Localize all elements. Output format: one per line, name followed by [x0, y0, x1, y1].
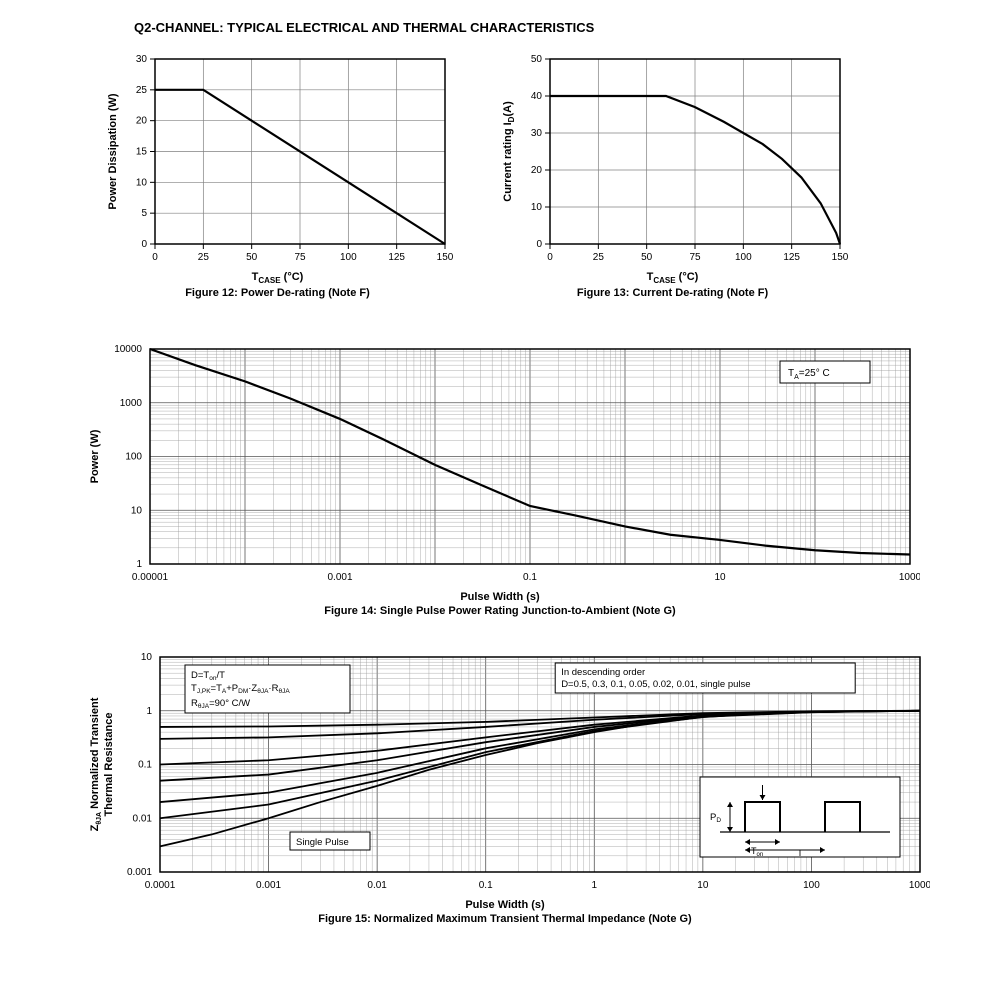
page-title: Q2-CHANNEL: TYPICAL ELECTRICAL AND THERM…	[134, 20, 951, 35]
svg-text:50: 50	[531, 54, 543, 65]
svg-text:0.1: 0.1	[523, 572, 537, 583]
svg-text:Current rating ID(A): Current rating ID(A)	[502, 101, 516, 202]
fig15-xlabel: Pulse Width (s)	[465, 899, 544, 911]
svg-text:25: 25	[198, 252, 210, 263]
svg-text:1: 1	[146, 706, 152, 717]
svg-text:D=Ton/T: D=Ton/T	[191, 670, 225, 682]
fig12-caption: Figure 12: Power De-rating (Note F)	[185, 287, 370, 299]
svg-text:10: 10	[714, 572, 726, 583]
svg-text:10: 10	[697, 880, 709, 891]
svg-text:ZθJA Normalized Transient: ZθJA Normalized Transient	[89, 697, 103, 831]
svg-text:0.01: 0.01	[133, 813, 153, 824]
svg-text:1: 1	[136, 559, 142, 570]
fig14-chart: 0.00001 0.001 0.1 10 1000 1 10 100 1000 10000 Powe…	[80, 339, 920, 589]
svg-text:50: 50	[246, 252, 258, 263]
svg-text:1: 1	[592, 880, 598, 891]
svg-text:10: 10	[131, 505, 143, 516]
svg-text:Power Dissipation (W): Power Dissipation (W)	[107, 93, 119, 209]
fig15-chart: 0.0001 0.001 0.01 0.1 1 10 100 1000 0.001 0.01 0.1…	[80, 647, 930, 897]
svg-text:10000: 10000	[114, 344, 142, 355]
svg-text:5: 5	[141, 208, 147, 219]
fig13-chart: 0 25 50 75 100 125 150 0 10 20 30 40 50 Current ratin…	[495, 49, 850, 269]
svg-text:Single Pulse: Single Pulse	[296, 837, 349, 848]
svg-text:0.001: 0.001	[127, 867, 152, 878]
fig13-wrap: 0 25 50 75 100 125 150 0 10 20 30 40 50 Current ratin…	[495, 49, 850, 299]
svg-text:125: 125	[388, 252, 405, 263]
svg-text:0.01: 0.01	[367, 880, 387, 891]
svg-text:In descending order: In descending order	[561, 667, 645, 678]
svg-text:0: 0	[547, 252, 553, 263]
row-2: 0.00001 0.001 0.1 10 1000 1 10 100 1000 10000 Powe…	[40, 339, 951, 617]
svg-text:100: 100	[803, 880, 820, 891]
svg-text:25: 25	[136, 85, 148, 96]
svg-text:100: 100	[125, 452, 142, 463]
svg-text:40: 40	[531, 91, 543, 102]
svg-text:125: 125	[783, 252, 800, 263]
row-3: 0.0001 0.001 0.01 0.1 1 10 100 1000 0.001 0.01 0.1…	[40, 647, 951, 925]
svg-text:1000: 1000	[899, 572, 920, 583]
svg-text:T: T	[797, 848, 803, 858]
svg-text:100: 100	[735, 252, 752, 263]
svg-text:25: 25	[593, 252, 605, 263]
svg-text:20: 20	[136, 116, 148, 127]
svg-text:75: 75	[689, 252, 701, 263]
svg-text:1000: 1000	[909, 880, 930, 891]
fig14-wrap: 0.00001 0.001 0.1 10 1000 1 10 100 1000 10000 Powe…	[80, 339, 920, 617]
svg-text:20: 20	[531, 165, 543, 176]
svg-text:0.00001: 0.00001	[132, 572, 169, 583]
svg-text:Power (W): Power (W)	[89, 429, 101, 483]
svg-text:0.001: 0.001	[256, 880, 281, 891]
fig15-caption: Figure 15: Normalized Maximum Transient …	[318, 913, 691, 925]
svg-text:100: 100	[340, 252, 357, 263]
svg-text:150: 150	[437, 252, 454, 263]
fig13-caption: Figure 13: Current De-rating (Note F)	[577, 287, 768, 299]
svg-text:0.0001: 0.0001	[145, 880, 176, 891]
svg-text:30: 30	[531, 128, 543, 139]
fig12-xlabel: TCASE (°C)	[252, 271, 304, 285]
svg-text:Thermal Resistance: Thermal Resistance	[103, 713, 115, 817]
svg-text:75: 75	[294, 252, 306, 263]
fig12-chart: 0 25 50 75 100 125 150 0 5 10 15 20 25 30 Power Dissip…	[100, 49, 455, 269]
fig12-wrap: 0 25 50 75 100 125 150 0 5 10 15 20 25 30 Power Dissip…	[100, 49, 455, 299]
fig14-caption: Figure 14: Single Pulse Power Rating Jun…	[324, 605, 675, 617]
svg-text:50: 50	[641, 252, 653, 263]
svg-text:0.1: 0.1	[479, 880, 493, 891]
fig14-xlabel: Pulse Width (s)	[460, 591, 539, 603]
svg-text:0: 0	[152, 252, 158, 263]
svg-text:30: 30	[136, 54, 148, 65]
svg-text:0: 0	[141, 239, 147, 250]
svg-text:15: 15	[136, 147, 148, 158]
svg-text:0: 0	[536, 239, 542, 250]
svg-text:0.1: 0.1	[138, 760, 152, 771]
svg-text:10: 10	[141, 652, 153, 663]
svg-text:10: 10	[136, 177, 148, 188]
row-1: 0255075100125150051015202530Power Dissip…	[100, 49, 951, 299]
fig13-xlabel: TCASE (°C)	[647, 271, 699, 285]
svg-text:150: 150	[832, 252, 849, 263]
fig15-wrap: 0.0001 0.001 0.01 0.1 1 10 100 1000 0.001 0.01 0.1…	[80, 647, 930, 925]
svg-text:D=0.5, 0.3, 0.1, 0.05, 0.02, 0: D=0.5, 0.3, 0.1, 0.05, 0.02, 0.01, singl…	[561, 679, 750, 690]
svg-text:1000: 1000	[120, 398, 143, 409]
svg-text:0.001: 0.001	[327, 572, 352, 583]
svg-text:10: 10	[531, 202, 543, 213]
